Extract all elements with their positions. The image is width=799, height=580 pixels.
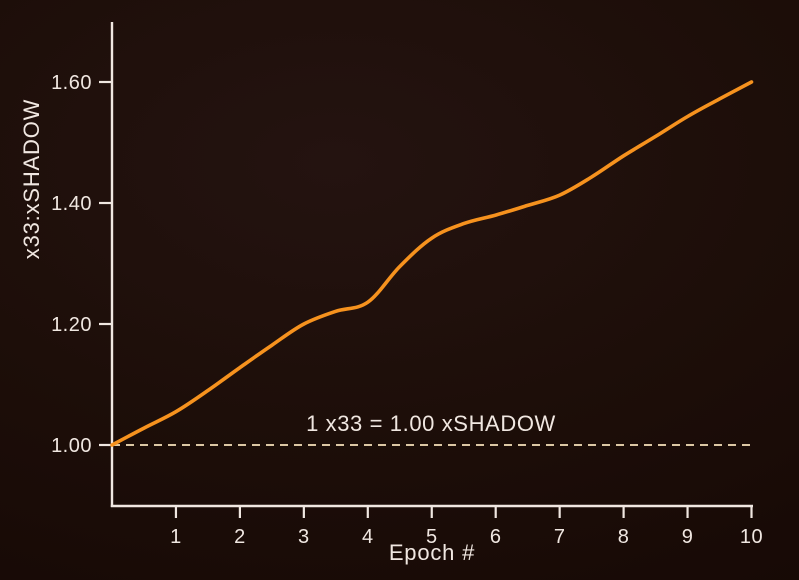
x-axis-title: Epoch #	[389, 540, 475, 565]
x-tick-label: 7	[554, 526, 566, 548]
series-line	[110, 80, 754, 447]
x-tick-label: 10	[740, 526, 763, 548]
y-tick-label: 1.20	[51, 314, 92, 336]
reference-annotation: 1 x33 = 1.00 xSHADOW	[306, 411, 556, 436]
y-tick-label: 1.60	[51, 72, 92, 94]
y-tick-label: 1.00	[51, 435, 92, 457]
x-tick-label: 8	[618, 526, 630, 548]
y-axis-title: x33:xSHADOW	[19, 99, 44, 259]
x-tick-label: 3	[298, 526, 310, 548]
x-tick-label: 2	[234, 526, 246, 548]
y-tick-group: 1.00 1.20 1.40 1.60	[51, 72, 111, 457]
x-tick-label: 9	[682, 526, 694, 548]
x-tick-label: 5	[426, 526, 438, 548]
y-tick-label: 1.40	[51, 193, 92, 215]
x-tick-label: 6	[490, 526, 502, 548]
x-tick-group: 1 2 3 4 5 6 7 8 9 10	[170, 507, 763, 548]
x-tick-label: 4	[362, 526, 374, 548]
axes	[110, 22, 753, 508]
x-tick-label: 1	[170, 526, 182, 548]
